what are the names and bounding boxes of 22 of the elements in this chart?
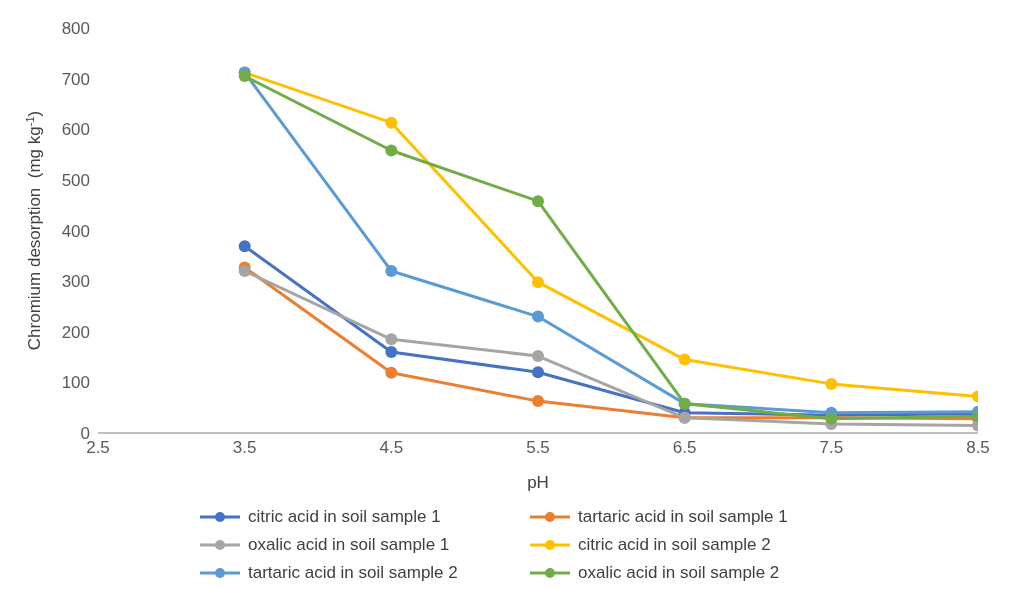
legend-label: oxalic acid in soil sample 2 bbox=[578, 563, 780, 583]
x-tick-label: 8.5 bbox=[966, 438, 990, 458]
legend-label: citric acid in soil sample 2 bbox=[578, 535, 771, 555]
y-tick-label: 200 bbox=[61, 322, 90, 342]
y-tick-label: 500 bbox=[61, 170, 90, 190]
y-tick-label: 600 bbox=[61, 120, 90, 140]
legend-label: tartaric acid in soil sample 1 bbox=[578, 507, 788, 527]
legend-label: citric acid in soil sample 1 bbox=[248, 507, 441, 527]
x-tick-label: 7.5 bbox=[819, 438, 844, 458]
legend-label: oxalic acid in soil sample 1 bbox=[248, 535, 450, 555]
legend-label: tartaric acid in soil sample 2 bbox=[248, 563, 458, 583]
x-axis-title: pH bbox=[527, 473, 549, 492]
y-tick-label: 800 bbox=[61, 19, 90, 39]
y-tick-label: 700 bbox=[61, 69, 90, 89]
x-tick-label: 6.5 bbox=[672, 438, 697, 458]
y-tick-label: 100 bbox=[61, 373, 90, 393]
x-tick-label: 4.5 bbox=[379, 438, 404, 458]
x-tick-label: 2.5 bbox=[86, 438, 110, 458]
x-tick-label: 3.5 bbox=[232, 438, 257, 458]
x-tick-label: 5.5 bbox=[526, 438, 550, 458]
y-tick-label: 300 bbox=[61, 272, 90, 292]
y-tick-label: 400 bbox=[61, 221, 90, 241]
